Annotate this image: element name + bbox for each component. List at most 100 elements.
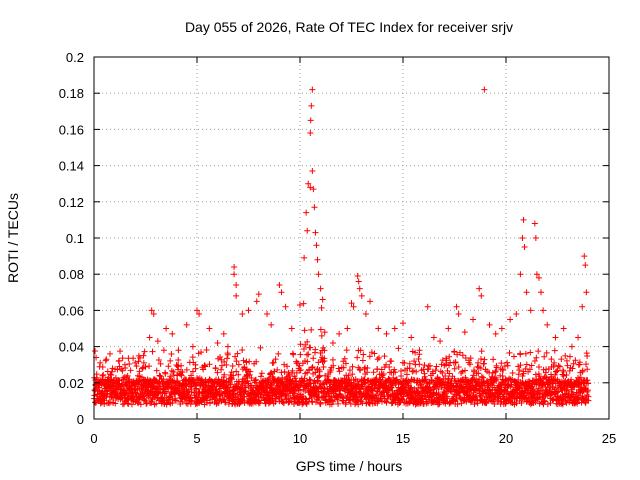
data-point	[400, 393, 407, 400]
data-point	[349, 363, 356, 370]
data-point	[477, 365, 484, 372]
data-point	[415, 356, 422, 363]
data-point	[411, 358, 418, 365]
data-point	[486, 321, 493, 328]
data-point	[523, 361, 530, 368]
data-point	[553, 368, 560, 375]
data-point	[256, 399, 263, 406]
data-point	[149, 386, 156, 393]
data-point	[247, 368, 254, 375]
data-point	[297, 351, 304, 358]
data-point	[266, 399, 273, 406]
data-point	[304, 227, 311, 234]
data-point	[99, 372, 106, 379]
data-point	[446, 362, 453, 369]
data-point	[306, 376, 313, 383]
data-point	[585, 397, 592, 404]
data-point	[321, 347, 328, 354]
data-point	[374, 366, 381, 373]
data-point	[295, 387, 302, 394]
data-point	[231, 271, 238, 278]
data-point	[475, 370, 482, 377]
data-point	[518, 400, 525, 407]
data-point	[579, 367, 586, 374]
data-point	[430, 334, 437, 341]
y-tick-label: 0.02	[59, 376, 84, 391]
data-point	[163, 325, 170, 332]
data-point	[374, 356, 381, 363]
data-point	[556, 363, 563, 370]
data-point	[481, 86, 488, 93]
data-point	[478, 382, 485, 389]
data-point	[544, 321, 551, 328]
data-point	[236, 378, 243, 385]
y-tick-label: 0.06	[59, 303, 84, 318]
y-tick-label: 0.12	[59, 195, 84, 210]
y-tick-label: 0.16	[59, 122, 84, 137]
data-point	[301, 327, 308, 334]
data-point	[381, 353, 388, 360]
data-point	[477, 356, 484, 363]
data-point	[452, 359, 459, 366]
data-point	[268, 321, 275, 328]
data-point	[233, 282, 240, 289]
data-point	[417, 381, 424, 388]
data-point	[307, 377, 314, 384]
data-point	[466, 391, 473, 398]
data-point	[554, 367, 561, 374]
data-point	[286, 376, 293, 383]
data-point	[473, 393, 480, 400]
data-point	[229, 363, 236, 370]
data-point	[566, 353, 573, 360]
data-point	[309, 168, 316, 175]
data-point	[103, 356, 110, 363]
data-point	[509, 370, 516, 377]
data-point	[500, 367, 507, 374]
data-point	[321, 385, 328, 392]
data-point	[297, 341, 304, 348]
data-point	[191, 386, 198, 393]
data-point	[214, 339, 221, 346]
data-point	[307, 344, 314, 351]
data-point	[560, 325, 567, 332]
data-point	[343, 347, 350, 354]
data-point	[476, 285, 483, 292]
data-point	[301, 254, 308, 261]
data-point	[140, 397, 147, 404]
data-point	[92, 347, 99, 354]
data-point	[405, 377, 412, 384]
data-point	[203, 347, 210, 354]
data-point	[156, 372, 163, 379]
data-point	[564, 362, 571, 369]
data-point	[492, 330, 499, 337]
data-point	[531, 220, 538, 227]
data-point	[100, 371, 107, 378]
data-point	[252, 377, 259, 384]
data-point	[309, 365, 316, 372]
data-point	[510, 353, 517, 360]
data-point	[102, 357, 109, 364]
data-point	[98, 382, 105, 389]
data-point	[287, 395, 294, 402]
data-point	[371, 350, 378, 357]
data-point	[423, 398, 430, 405]
data-point	[168, 351, 175, 358]
data-point	[442, 373, 449, 380]
data-point	[317, 400, 324, 407]
data-point	[446, 370, 453, 377]
data-point	[531, 357, 538, 364]
data-point	[521, 244, 528, 251]
data-point	[527, 307, 534, 314]
y-axis-ticks: 0 0.02 0.04 0.06 0.08 0.1 0.12 0.14 0.16 0.18 0.2	[59, 50, 609, 427]
data-point	[334, 396, 341, 403]
data-point	[421, 362, 428, 369]
data-point	[342, 399, 349, 406]
data-point	[370, 391, 377, 398]
data-point	[91, 387, 98, 394]
data-point	[575, 381, 582, 388]
data-point	[391, 325, 398, 332]
data-point	[506, 349, 513, 356]
data-point	[388, 358, 395, 365]
data-point	[315, 271, 322, 278]
data-point	[390, 382, 397, 389]
